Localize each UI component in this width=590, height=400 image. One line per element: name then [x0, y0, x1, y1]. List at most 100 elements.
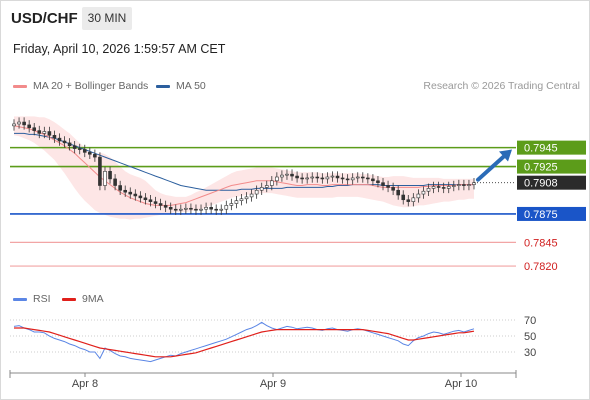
candle-body [88, 152, 92, 155]
candle-body [259, 187, 264, 191]
rsi-tick-30: 30 [524, 347, 536, 359]
candle-body [168, 207, 173, 210]
legend-ma20: MA 20 + Bollinger Bands [13, 80, 148, 92]
candle [234, 195, 239, 209]
candle-body [138, 195, 143, 199]
candle [62, 136, 67, 148]
candle [244, 192, 249, 204]
candle [72, 141, 77, 154]
candle [57, 133, 62, 146]
candle-body [179, 208, 183, 211]
symbol-label[interactable]: USD/CHF [11, 10, 78, 27]
candle [249, 189, 254, 202]
ma20-swatch [13, 84, 27, 88]
candle [118, 180, 122, 195]
candle [396, 185, 400, 200]
candle-body [436, 186, 441, 188]
legend-rsi: RSI [13, 293, 51, 305]
candle [411, 193, 416, 207]
candle [42, 126, 47, 139]
current-price-label: 0.7908 [524, 178, 558, 190]
candle [103, 166, 107, 191]
candle [37, 125, 42, 139]
candle-body [184, 207, 188, 210]
candle-body [391, 187, 395, 191]
candle [401, 190, 406, 205]
candle [300, 173, 304, 184]
candle [12, 119, 16, 131]
candle-body [457, 184, 461, 186]
candle-body [386, 185, 390, 188]
candle-body [108, 171, 112, 180]
candle [184, 203, 188, 214]
candle-body [12, 123, 16, 127]
candle-body [123, 189, 128, 193]
candle [360, 172, 365, 183]
candle-body [371, 178, 375, 182]
candle [113, 174, 117, 191]
chart-datetime: Friday, April 10, 2026 1:59:57 AM CET [13, 42, 226, 56]
rsi-ma-swatch [62, 297, 76, 301]
candle [98, 152, 102, 191]
candle [350, 173, 355, 185]
ma50-swatch [156, 84, 170, 88]
candle [441, 182, 446, 194]
candle-body [128, 191, 133, 195]
candle [259, 182, 264, 195]
candle-body [22, 121, 26, 126]
candle-body [345, 178, 350, 181]
candle [133, 189, 138, 201]
candle [27, 120, 31, 133]
candle-body [406, 199, 411, 202]
candle [189, 203, 193, 214]
candle-body [52, 135, 57, 139]
forecast-arrow-head [499, 149, 512, 162]
candle [325, 172, 330, 184]
current-price-label-bg [517, 175, 586, 190]
candle-body [103, 171, 107, 186]
level-label-0.7945: 0.7945 [524, 143, 558, 155]
candle [315, 172, 320, 183]
candle-body [431, 186, 436, 189]
candle [335, 171, 340, 183]
candle-body [426, 188, 431, 192]
candle-body [295, 175, 299, 179]
candle [320, 173, 325, 184]
rsi-ma-label: 9MA [82, 293, 104, 305]
level-label-bg-0.7925 [517, 159, 586, 174]
candle [108, 166, 112, 184]
candle-body [320, 177, 325, 180]
candle [47, 126, 52, 141]
candle-body [416, 193, 421, 199]
candle-body [360, 176, 365, 179]
timeframe-button[interactable]: 30 MIN [82, 7, 132, 30]
candle-body [270, 180, 274, 186]
bollinger-band [14, 116, 474, 220]
candle-body [42, 131, 47, 134]
candle-body [82, 149, 87, 153]
candle-body [57, 137, 62, 142]
candle-body [209, 207, 213, 210]
candle-body [204, 207, 208, 210]
candle [340, 173, 345, 184]
credit-text: Research © 2026 Trading Central [423, 80, 580, 92]
candle [462, 179, 466, 191]
candle [386, 180, 390, 193]
candle [138, 191, 143, 203]
candle-body [249, 193, 254, 198]
candle-body [67, 142, 72, 147]
candle-body [229, 203, 234, 206]
candle [254, 185, 259, 199]
candle [290, 169, 294, 181]
candle-body [153, 201, 158, 204]
level-label-0.7925: 0.7925 [524, 162, 558, 174]
candle-body [118, 185, 122, 191]
candle [194, 204, 198, 215]
candle-body [27, 124, 31, 129]
chart-header: USD/CHF 30 MIN [0, 0, 590, 36]
candle-body [239, 198, 244, 201]
candle [123, 185, 128, 197]
level-label-bg-0.7875 [517, 206, 586, 221]
candle [285, 169, 289, 180]
candle-body [355, 176, 360, 179]
